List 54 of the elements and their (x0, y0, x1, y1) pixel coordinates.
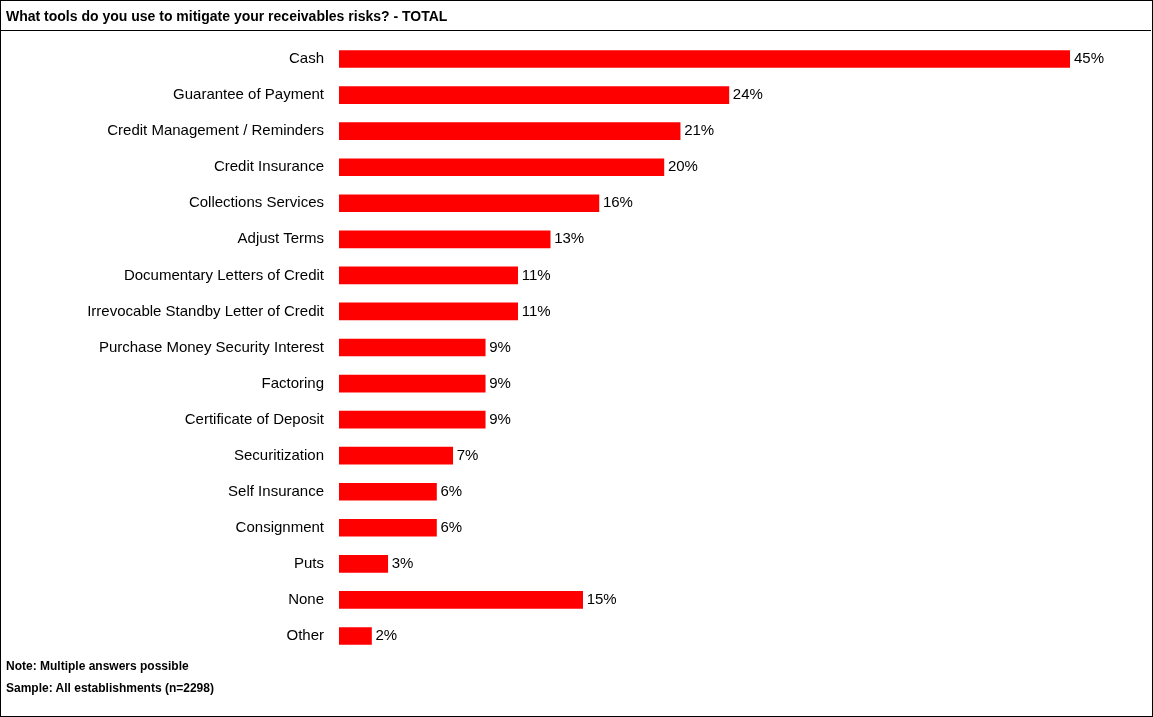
data-label: 11% (521, 301, 551, 319)
data-label: 9% (489, 409, 511, 427)
data-label: 9% (489, 337, 511, 355)
text: Sample: All establishments (n=2298) (6, 680, 214, 697)
bar (339, 266, 519, 285)
y-tick-label: Credit Management / Reminders (107, 121, 324, 139)
bar (339, 591, 583, 609)
bar (339, 446, 454, 465)
y-tick-label: Securitization (233, 445, 324, 463)
y-tick-label: Documentary Letters of Credit (123, 265, 325, 283)
data-label: 45% (1074, 49, 1105, 67)
data-label: 3% (391, 553, 414, 571)
bar (339, 50, 1070, 68)
text: What tools do you use to mitigate your receivables risks? - TOTAL (6, 8, 448, 24)
bar (339, 374, 486, 393)
data-label: 11% (521, 265, 551, 283)
data-label: 24% (732, 85, 763, 103)
data-label: 21% (684, 121, 715, 139)
data-label: 6% (440, 517, 463, 535)
y-tick-label: Irrevocable Standby Letter of Credit (87, 301, 325, 319)
data-label: 2% (375, 626, 398, 644)
data-label: 9% (489, 373, 511, 391)
bar (339, 194, 600, 213)
y-tick-label: Puts (293, 553, 324, 571)
bar (339, 230, 551, 249)
data-label: 20% (667, 157, 698, 175)
y-tick-label: Collections Services (188, 193, 324, 211)
text: Note: Multiple answers possible (6, 658, 190, 675)
bar (339, 627, 372, 645)
bar (339, 555, 389, 573)
y-tick-label: Factoring (261, 373, 324, 391)
data-label: 13% (554, 229, 585, 247)
data-label: 7% (456, 445, 479, 463)
bar (339, 518, 437, 537)
bar (339, 338, 486, 357)
bar (339, 86, 730, 104)
data-label: 6% (440, 481, 463, 499)
bar (339, 122, 681, 140)
y-tick-label: Consignment (235, 517, 325, 535)
y-tick-label: Purchase Money Security Interest (98, 337, 325, 355)
y-tick-label: Guarantee of Payment (173, 85, 325, 103)
bar (339, 410, 486, 429)
y-tick-label: Certificate of Deposit (184, 409, 325, 427)
y-tick-label: Credit Insurance (213, 157, 324, 175)
bar (339, 482, 437, 501)
y-tick-label: Adjust Terms (237, 229, 324, 247)
y-tick-label: Other (286, 626, 324, 644)
bar (339, 302, 519, 321)
y-tick-label: Self Insurance (228, 481, 324, 499)
data-label: 16% (602, 193, 633, 211)
bar (339, 158, 665, 177)
data-label: 15% (586, 590, 617, 608)
y-tick-label: None (288, 590, 324, 608)
y-tick-label: Cash (288, 49, 324, 67)
